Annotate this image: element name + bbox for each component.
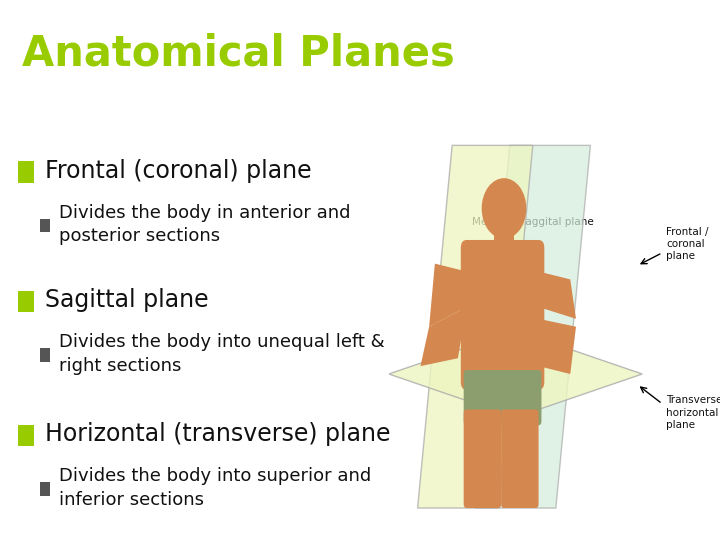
FancyBboxPatch shape [40,219,50,232]
FancyBboxPatch shape [40,348,50,362]
Circle shape [482,179,526,238]
FancyBboxPatch shape [18,161,34,183]
FancyBboxPatch shape [18,424,34,446]
Text: Transverse /
horizontal
plane: Transverse / horizontal plane [666,395,720,430]
Polygon shape [539,272,576,319]
Text: Anatomical Planes: Anatomical Planes [22,33,454,75]
Polygon shape [389,330,642,417]
FancyBboxPatch shape [464,370,541,426]
Text: Frontal (coronal) plane: Frontal (coronal) plane [45,159,311,183]
FancyBboxPatch shape [40,482,50,496]
Polygon shape [420,307,467,366]
FancyBboxPatch shape [464,409,501,508]
Text: Frontal /
coronal
plane: Frontal / coronal plane [666,227,708,261]
FancyBboxPatch shape [501,409,539,508]
Polygon shape [539,319,576,374]
Text: Sagittal plane: Sagittal plane [45,288,208,312]
Polygon shape [475,145,590,508]
Text: Divides the body in anterior and
posterior sections: Divides the body in anterior and posteri… [59,204,351,246]
Polygon shape [429,264,467,327]
Text: Divides the body into superior and
inferior sections: Divides the body into superior and infer… [59,467,372,509]
Text: Median / saggital plane: Median / saggital plane [472,218,593,227]
FancyBboxPatch shape [461,240,544,390]
FancyBboxPatch shape [494,228,514,252]
Polygon shape [418,145,533,508]
Text: Horizontal (transverse) plane: Horizontal (transverse) plane [45,422,390,446]
FancyBboxPatch shape [18,291,34,312]
Text: Divides the body into unequal left &
right sections: Divides the body into unequal left & rig… [59,333,384,375]
